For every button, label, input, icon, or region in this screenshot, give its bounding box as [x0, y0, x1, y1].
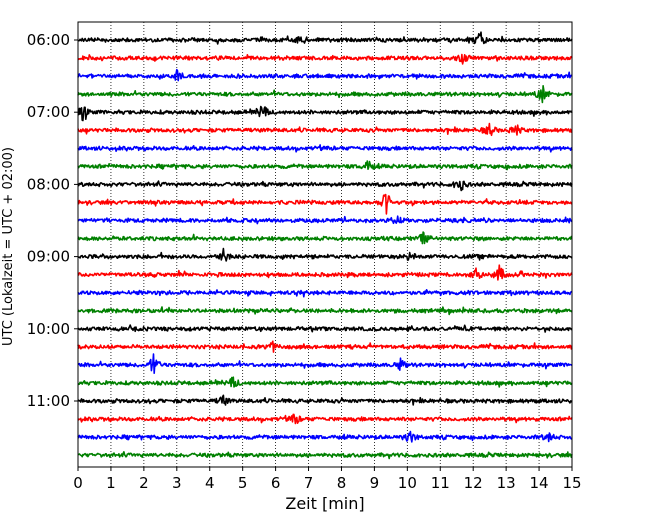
y-axis-label: UTC (Lokalzeit = UTC + 02:00): [1, 147, 16, 346]
trace-row-0645: [77, 85, 573, 104]
trace-row-0715: [77, 122, 573, 137]
trace-row-0630: [77, 68, 573, 82]
trace-row-0830: [77, 215, 573, 225]
trace-row-1045: [77, 376, 573, 388]
x-tick-label: 1: [106, 474, 116, 492]
x-tick-label: 10: [398, 474, 417, 492]
y-axis-ticks: 06:00 07:00 08:00 09:00 10:00 11:00: [27, 31, 78, 410]
x-tick-label: 3: [172, 474, 182, 492]
y-tick-label: 11:00: [27, 392, 70, 410]
trace-row-0930: [77, 289, 573, 298]
trace-row-1030: [77, 353, 573, 374]
x-tick-label: 11: [431, 474, 450, 492]
trace-row-0800: [77, 180, 573, 192]
x-tick-label: 4: [205, 474, 215, 492]
trace-row-1130: [77, 430, 573, 443]
x-axis-ticks: 0 1 2 3 4 5 6 7 8 9 10 11 12 13 14 15: [73, 467, 582, 492]
x-tick-label: 5: [238, 474, 248, 492]
trace-row-0600: [77, 31, 573, 45]
x-tick-label: 13: [497, 474, 516, 492]
x-tick-label: 9: [370, 474, 380, 492]
trace-row-1015: [77, 340, 573, 353]
trace-row-0615: [77, 53, 573, 65]
y-tick-label: 10:00: [27, 320, 70, 338]
trace-row-0745: [77, 160, 573, 171]
trace-row-0900: [77, 247, 573, 262]
y-tick-label: 06:00: [27, 31, 70, 49]
plot-frame: [77, 21, 573, 468]
x-tick-label: 6: [271, 474, 281, 492]
trace-row-0730: [77, 144, 573, 153]
x-tick-label: 7: [304, 474, 314, 492]
seismogram-traces: [77, 31, 573, 460]
y-tick-label: 07:00: [27, 103, 70, 121]
trace-row-1100: [77, 394, 573, 406]
trace-row-0945: [77, 306, 573, 316]
trace-row-0915: [77, 264, 573, 281]
trace-row-1145: [77, 451, 573, 460]
trace-row-0700: [77, 105, 573, 122]
y-tick-label: 08:00: [27, 175, 70, 193]
x-tick-label: 15: [562, 474, 581, 492]
trace-row-0815: [77, 193, 573, 215]
y-tick-label: 09:00: [27, 248, 70, 266]
x-tick-label: 2: [139, 474, 149, 492]
x-tick-label: 0: [73, 474, 83, 492]
trace-row-0845: [77, 231, 573, 245]
x-axis-label: Zeit [min]: [285, 494, 364, 513]
minute-grid: [110, 22, 540, 467]
trace-row-1000: [77, 324, 573, 333]
x-tick-label: 8: [337, 474, 347, 492]
x-tick-label: 12: [464, 474, 483, 492]
trace-row-1115: [77, 413, 573, 425]
x-tick-label: 14: [530, 474, 549, 492]
